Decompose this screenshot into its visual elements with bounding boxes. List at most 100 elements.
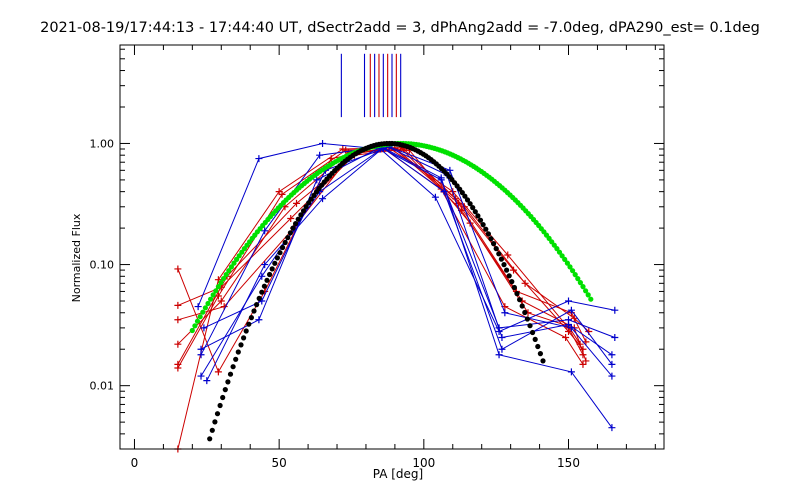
data-point-blue [498, 333, 506, 341]
fit-point-black [233, 356, 239, 362]
y-axis-label: Normalized Flux [70, 213, 83, 302]
data-point-blue [258, 272, 266, 280]
data-point-blue [440, 188, 448, 196]
fit-point-green [194, 318, 201, 324]
fit-point-green [588, 296, 594, 302]
data-point-red [293, 199, 301, 207]
fit-point-black [472, 209, 478, 215]
fit-point-black [259, 289, 265, 295]
data-point-blue [200, 324, 208, 332]
data-point-blue [203, 377, 211, 385]
fit-point-green [559, 253, 565, 259]
fit-point-black [467, 201, 473, 207]
fit-point-green [228, 264, 234, 270]
fit-point-green [580, 284, 586, 290]
fit-point-green [567, 264, 573, 270]
fit-point-black [522, 309, 528, 316]
data-point-red [579, 360, 587, 368]
fit-point-green [202, 305, 208, 311]
y-tick-label: 0.01 [90, 380, 115, 393]
fit-point-black [243, 328, 249, 334]
data-point-blue [608, 372, 616, 380]
data-point-blue [501, 309, 509, 317]
fit-point-green [200, 309, 206, 315]
data-point-blue [567, 306, 575, 314]
fit-point-black [254, 302, 260, 308]
fit-point-black [280, 244, 286, 251]
fit-point-black [527, 323, 533, 329]
data-point-blue [608, 351, 616, 359]
data-point-red [504, 251, 512, 259]
fit-point-green [239, 249, 245, 255]
fit-point-black [227, 371, 234, 377]
data-point-red [287, 215, 295, 223]
data-point-blue [611, 333, 619, 341]
plot-area: 0 50 100 150 0.01 0.10 1.00 [90, 44, 665, 470]
plot-frame [119, 44, 665, 450]
data-point-blue [498, 345, 506, 353]
fit-point-black [477, 217, 484, 223]
fit-point-black [261, 283, 267, 289]
data-point-blue [197, 351, 205, 359]
data-point-blue [319, 139, 327, 147]
fit-point-black [491, 241, 497, 247]
fit-point-black [530, 329, 536, 336]
fit-point-black [496, 251, 502, 257]
data-point-blue [608, 424, 616, 432]
data-point-red [576, 340, 584, 348]
data-point-blue [611, 306, 619, 314]
data-point-blue [258, 297, 266, 305]
data-point-red [327, 155, 335, 163]
fit-point-green [575, 276, 581, 282]
fit-point-green [197, 314, 203, 320]
fit-point-black [462, 193, 468, 199]
fit-point-black [256, 295, 262, 301]
fit-point-black [264, 277, 270, 283]
series-line-blue-7 [197, 142, 615, 333]
fit-point-black [535, 343, 541, 350]
fit-point-green [226, 268, 232, 274]
fit-point-black [285, 235, 291, 241]
fit-point-black [303, 204, 309, 210]
x-tick-label: 0 [131, 456, 139, 470]
series-line-blue-11 [203, 146, 613, 377]
chart-title: 2021-08-19/17:44:13 - 17:44:40 UT, dSect… [40, 20, 760, 36]
fit-point-black [267, 271, 273, 278]
fit-point-black [209, 427, 215, 433]
fit-point-black [540, 358, 546, 364]
fit-point-black [214, 411, 221, 417]
fit-point-green [231, 260, 237, 266]
data-point-blue [495, 351, 503, 359]
fit-point-green [210, 292, 216, 298]
fit-point-green [215, 284, 221, 290]
fit-point-black [293, 221, 299, 227]
data-point-blue [255, 155, 263, 163]
fit-point-black [222, 387, 228, 393]
fit-point-green [585, 292, 591, 298]
fit-point-black [470, 205, 476, 211]
data-point-red [214, 368, 222, 376]
data-point-red [174, 316, 182, 324]
fit-point-black [501, 262, 507, 268]
data-point-blue [316, 151, 324, 159]
fit-point-green [570, 268, 576, 274]
fit-point-black [459, 190, 465, 196]
fit-point-green [554, 246, 560, 252]
fit-point-black [269, 266, 275, 272]
data-point-blue [567, 324, 575, 332]
fit-point-black [464, 197, 471, 203]
data-point-blue [197, 372, 205, 380]
fit-point-green [208, 296, 214, 302]
fit-point-green [223, 272, 229, 278]
data-point-red [174, 340, 182, 348]
fit-point-black [504, 267, 510, 273]
fit-point-black [212, 419, 218, 425]
y-tick-label: 0.10 [90, 259, 115, 272]
fit-point-black [498, 256, 504, 262]
data-point-blue [261, 261, 269, 269]
fit-point-black [493, 246, 499, 252]
fit-point-black [483, 226, 489, 232]
data-point-blue [567, 368, 575, 376]
fit-point-black [272, 260, 278, 266]
fit-point-black [514, 291, 520, 297]
